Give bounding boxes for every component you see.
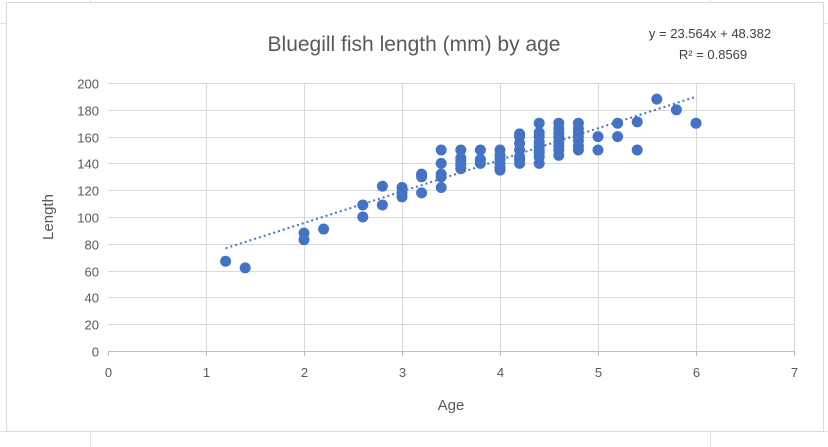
y-tick-label: 140 [77,157,99,172]
data-point [239,262,251,274]
chart-area[interactable]: Bluegill fish length (mm) by age y = 23.… [6,2,824,432]
x-axis-label: Age [438,397,465,414]
data-point [553,117,565,129]
y-tick-label: 160 [77,131,99,146]
data-point [651,93,663,105]
x-tick-label: 3 [399,365,406,380]
data-point [435,144,447,156]
data-point [416,187,428,199]
data-point [357,211,369,223]
scatter-chart: Bluegill fish length (mm) by age y = 23.… [40,26,798,414]
data-point [533,117,545,129]
data-point [416,168,428,180]
plot-gridlines [108,83,795,351]
data-point [670,104,682,116]
y-tick-label: 200 [77,77,99,92]
x-tick-label: 6 [693,365,700,380]
data-point [612,131,624,143]
plot-axes [108,351,795,356]
y-tick-label: 0 [92,345,99,360]
trendline-equation: y = 23.564x + 48.382 [649,26,771,41]
x-tick-label: 4 [497,365,504,380]
y-axis-label: Length [40,194,57,240]
y-tick-label: 120 [77,184,99,199]
y-tick-labels: 0 20 40 60 80 100 120 140 160 180 200 [77,77,99,360]
x-tick-label: 5 [595,365,602,380]
data-point [592,131,604,143]
data-point [474,153,486,165]
y-tick-label: 180 [77,104,99,119]
data-point [435,182,447,194]
trendline-r-squared: R² = 0.8569 [679,47,747,62]
data-point [572,117,584,129]
chart-title: Bluegill fish length (mm) by age [268,33,561,56]
data-point [455,152,467,164]
data-point [690,117,702,129]
data-point [220,255,232,267]
y-tick-label: 60 [85,265,99,280]
data-point [376,199,388,211]
data-point [376,180,388,192]
data-point [357,199,369,211]
data-point [494,144,506,156]
y-tick-label: 80 [85,238,99,253]
y-tick-label: 20 [85,318,99,333]
data-point [435,157,447,169]
y-tick-label: 40 [85,291,99,306]
x-tick-label: 7 [791,365,798,380]
x-tick-label: 1 [203,365,210,380]
data-point [631,144,643,156]
data-point [631,116,643,128]
data-point [298,227,310,239]
data-point [533,127,545,139]
y-tick-label: 100 [77,211,99,226]
data-points [220,93,702,274]
x-tick-labels: 0 1 2 3 4 5 6 7 [105,365,798,380]
x-tick-label: 0 [105,365,112,380]
data-point [592,144,604,156]
data-point [474,144,486,156]
data-point [455,144,467,156]
data-point [612,117,624,129]
data-point [396,182,408,194]
x-tick-label: 2 [301,365,308,380]
data-point [318,223,330,235]
data-point [514,128,526,140]
data-point [435,168,447,180]
